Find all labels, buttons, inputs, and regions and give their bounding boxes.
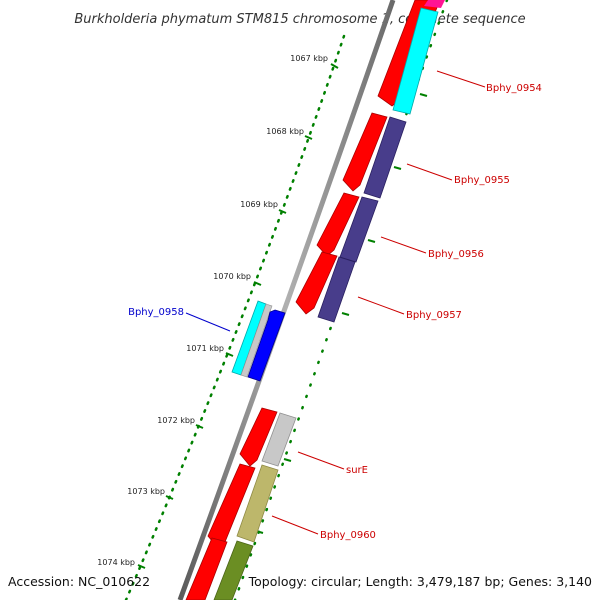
gene-arrow[interactable] <box>185 537 228 600</box>
leader-line <box>357 296 405 315</box>
tick-label: 1074 kbp <box>97 558 135 567</box>
scale-tick-labels: 1067 kbp 1068 kbp 1069 kbp 1070 kbp 1071… <box>97 54 328 567</box>
khaki-block <box>236 464 279 543</box>
scale-tick-mark <box>195 424 204 429</box>
leader-line <box>380 236 427 254</box>
leader-line <box>406 163 453 181</box>
tick-label: 1067 kbp <box>290 54 328 63</box>
scale-tick-mark <box>225 352 234 357</box>
leader-line <box>271 515 319 535</box>
gene-label-bphy-0954[interactable]: Bphy_0954 <box>486 83 542 94</box>
gene-labels: Bphy_0954 Bphy_0955 Bphy_0956 Bphy_0957 … <box>128 83 542 541</box>
gene-arrow[interactable] <box>295 251 338 315</box>
scale-track <box>124 34 346 600</box>
gene-label-bphy-0958[interactable]: Bphy_0958 <box>128 307 184 318</box>
outer-tick <box>367 239 376 243</box>
scale-tick-mark <box>330 63 339 69</box>
slate-block <box>317 256 356 323</box>
gene-arrow[interactable] <box>316 192 360 257</box>
leader-line <box>185 312 231 332</box>
outer-tick <box>283 458 292 462</box>
gray-block <box>261 412 297 467</box>
gene-label-bphy-0955[interactable]: Bphy_0955 <box>454 175 510 186</box>
scale-dots <box>124 34 346 600</box>
scale-tick-mark <box>278 209 287 214</box>
outer-tick <box>341 312 350 316</box>
scale-tick-mark <box>165 495 174 500</box>
gene-arrow-bphy-0958[interactable] <box>247 309 286 382</box>
gene-label-sure[interactable]: surE <box>346 465 368 476</box>
tick-label: 1071 kbp <box>186 344 224 353</box>
accession-text: Accession: NC_010622 <box>8 574 150 589</box>
scale-tick-mark <box>137 564 146 569</box>
slate-block <box>339 196 379 263</box>
tick-label: 1069 kbp <box>240 200 278 209</box>
gray-gene-block <box>240 303 273 378</box>
olive-block <box>213 540 254 600</box>
slate-block <box>363 116 407 199</box>
block-track <box>213 0 445 600</box>
scale-tick-mark <box>253 281 262 286</box>
gene-arrow[interactable] <box>239 407 278 467</box>
tick-label: 1072 kbp <box>157 416 195 425</box>
tick-label: 1073 kbp <box>127 487 165 496</box>
scale-tick-mark <box>304 135 313 140</box>
gene-label-bphy-0956[interactable]: Bphy_0956 <box>428 249 484 260</box>
leader-line <box>436 70 486 88</box>
chromosome-backbone <box>177 0 396 600</box>
tick-label: 1070 kbp <box>213 272 251 281</box>
outer-tick <box>419 93 428 97</box>
outer-tick <box>393 166 402 170</box>
map-title: Burkholderia phymatum STM815 chromosome … <box>74 12 525 27</box>
cyan-block <box>392 7 439 115</box>
topology-text: Topology: circular; Length: 3,479,187 bp… <box>248 574 592 589</box>
gene-arrow[interactable] <box>342 112 388 192</box>
gene-label-bphy-0957[interactable]: Bphy_0957 <box>406 310 462 321</box>
gene-label-bphy-0960[interactable]: Bphy_0960 <box>320 530 376 541</box>
leader-lines <box>185 70 486 535</box>
leader-line <box>297 451 345 470</box>
tick-label: 1068 kbp <box>266 127 304 136</box>
magenta-block <box>424 0 445 8</box>
reverse-gene-cluster <box>231 300 286 382</box>
